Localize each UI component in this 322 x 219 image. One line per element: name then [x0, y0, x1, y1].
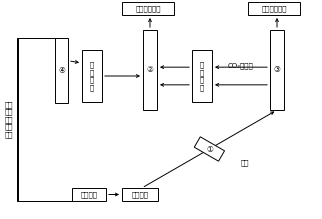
Bar — [55, 38, 68, 103]
Bar — [192, 50, 212, 102]
Text: 地面吸收: 地面吸收 — [80, 191, 98, 198]
Bar — [248, 2, 300, 15]
Bar — [72, 188, 106, 201]
Text: ④: ④ — [58, 66, 65, 75]
Text: 大气
对地
面的
保温
作用: 大气 对地 面的 保温 作用 — [5, 101, 13, 138]
Text: 射向宇宙空间: 射向宇宙空间 — [135, 5, 161, 12]
Text: 大
气
吸
收: 大 气 吸 收 — [200, 61, 204, 91]
Bar — [82, 50, 102, 102]
Bar — [17, 38, 18, 201]
Bar — [122, 2, 174, 15]
Text: ②: ② — [147, 65, 154, 74]
Text: 地面增温: 地面增温 — [131, 191, 148, 198]
Text: ③: ③ — [274, 65, 280, 74]
Text: 大
气
吸
收: 大 气 吸 收 — [90, 61, 94, 91]
Bar — [122, 188, 158, 201]
Bar — [270, 30, 284, 110]
Text: 热量: 热量 — [241, 160, 249, 166]
Bar — [194, 137, 224, 161]
Text: CO₂、水汽: CO₂、水汽 — [228, 62, 254, 69]
Text: ①: ① — [206, 145, 213, 154]
Text: 射向宇宙空间: 射向宇宙空间 — [261, 5, 287, 12]
Bar — [143, 30, 157, 110]
